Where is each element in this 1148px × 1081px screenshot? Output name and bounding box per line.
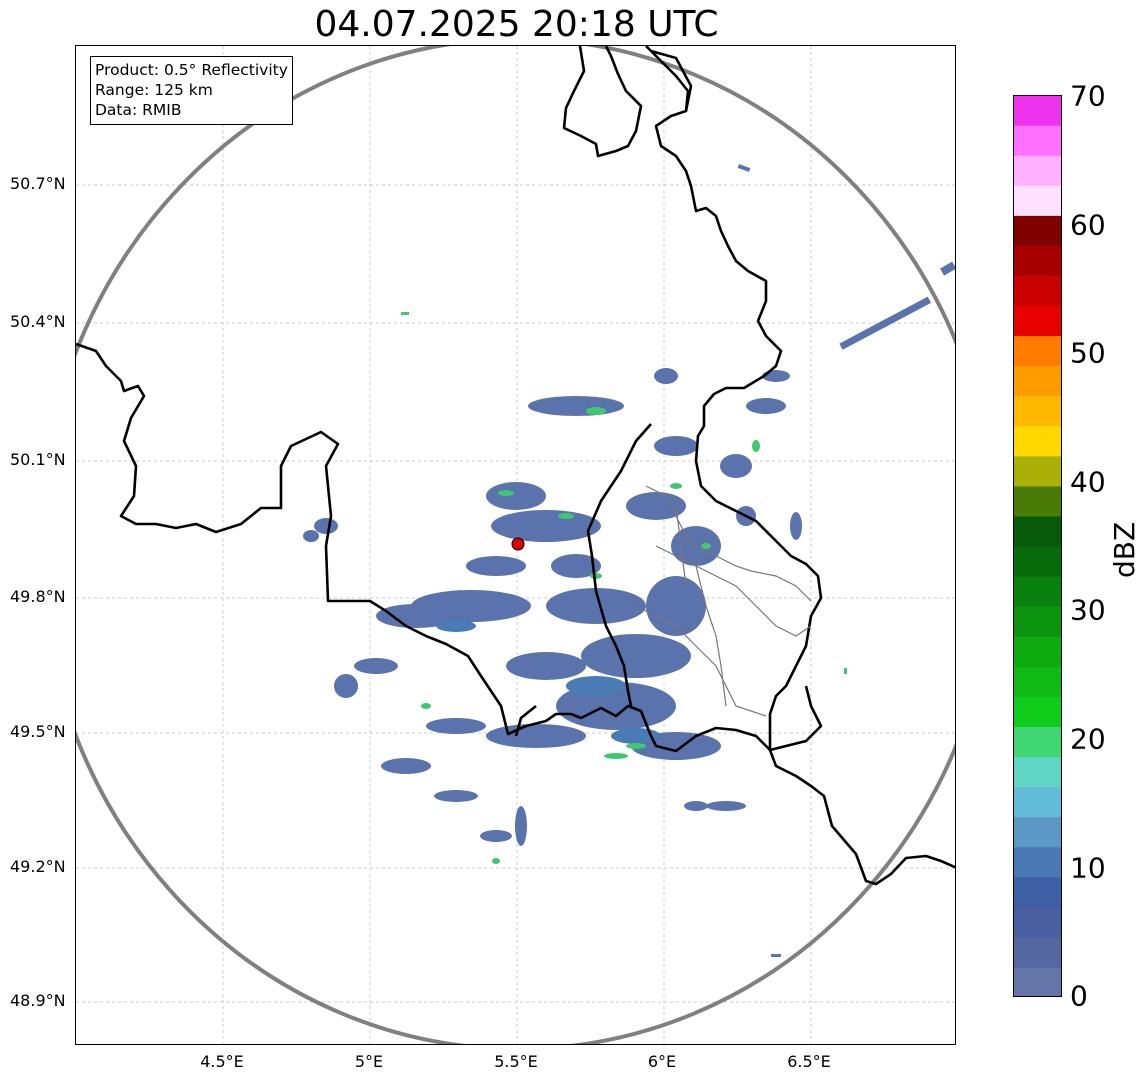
colorbar-swatch — [1013, 185, 1062, 216]
colorbar — [1013, 95, 1062, 997]
colorbar-swatch — [1013, 275, 1062, 307]
colorbar-tick-40: 40 — [1070, 465, 1106, 499]
product-info-box: Product: 0.5° Reflectivity Range: 125 km… — [90, 56, 293, 125]
colorbar-swatch — [1013, 425, 1062, 457]
colorbar-swatch — [1013, 546, 1062, 577]
lon-tick-6: 6°E — [647, 1052, 677, 1071]
lat-tick-49-8: 49.8°N — [10, 587, 66, 606]
data-source-line: Data: RMIB — [95, 101, 182, 119]
colorbar-swatch — [1013, 455, 1062, 487]
lon-tick-6-5: 6.5°E — [787, 1052, 831, 1071]
colorbar-swatch — [1013, 696, 1062, 727]
colorbar-swatch — [1013, 95, 1062, 126]
colorbar-unit-label: dBZ — [1108, 521, 1141, 578]
colorbar-tick-0: 0 — [1070, 979, 1088, 1013]
colorbar-swatch — [1013, 936, 1062, 968]
colorbar-swatch — [1013, 876, 1062, 908]
radar-site-marker[interactable] — [511, 537, 525, 551]
lat-tick-49-5: 49.5°N — [10, 722, 66, 741]
colorbar-tick-70: 70 — [1070, 79, 1106, 113]
colorbar-swatch — [1013, 245, 1062, 276]
product-line: Product: 0.5° Reflectivity — [95, 61, 288, 79]
colorbar-swatch — [1013, 215, 1062, 246]
colorbar-swatch — [1013, 576, 1062, 607]
colorbar-swatch — [1013, 726, 1062, 758]
colorbar-swatch — [1013, 636, 1062, 667]
colorbar-swatch — [1013, 816, 1062, 848]
colorbar-tick-30: 30 — [1070, 593, 1106, 627]
colorbar-swatch — [1013, 395, 1062, 427]
lat-tick-50-1: 50.1°N — [10, 450, 66, 469]
lon-tick-4-5: 4.5°E — [200, 1052, 244, 1071]
lon-tick-5-5: 5.5°E — [494, 1052, 538, 1071]
colorbar-tick-10: 10 — [1070, 851, 1106, 885]
colorbar-swatch — [1013, 125, 1062, 156]
range-line: Range: 125 km — [95, 81, 213, 99]
lon-tick-5: 5°E — [354, 1052, 384, 1071]
colorbar-swatch — [1013, 335, 1062, 367]
colorbar-outline — [1013, 95, 1062, 997]
reflectivity-echoes — [303, 164, 955, 957]
colorbar-swatch — [1013, 155, 1062, 186]
colorbar-tick-60: 60 — [1070, 208, 1106, 242]
lat-tick-50-4: 50.4°N — [10, 312, 66, 331]
colorbar-swatch — [1013, 666, 1062, 697]
colorbar-swatch — [1013, 846, 1062, 878]
lat-tick-50-7: 50.7°N — [10, 174, 66, 193]
colorbar-swatch — [1013, 515, 1062, 547]
colorbar-swatch — [1013, 485, 1062, 517]
colorbar-swatch — [1013, 786, 1062, 818]
colorbar-swatch — [1013, 906, 1062, 938]
regional-borders — [635, 485, 812, 717]
country-borders — [76, 46, 955, 886]
colorbar-tick-20: 20 — [1070, 722, 1106, 756]
colorbar-swatch — [1013, 966, 1062, 997]
lat-tick-49-2: 49.2°N — [10, 857, 66, 876]
radar-map[interactable] — [75, 45, 956, 1045]
colorbar-tick-50: 50 — [1070, 336, 1106, 370]
colorbar-swatch — [1013, 606, 1062, 637]
colorbar-swatch — [1013, 756, 1062, 788]
colorbar-swatch — [1013, 305, 1062, 337]
lat-tick-48-9: 48.9°N — [10, 991, 66, 1010]
map-title: 04.07.2025 20:18 UTC — [314, 4, 719, 45]
map-canvas — [76, 46, 955, 1044]
colorbar-swatch — [1013, 365, 1062, 397]
